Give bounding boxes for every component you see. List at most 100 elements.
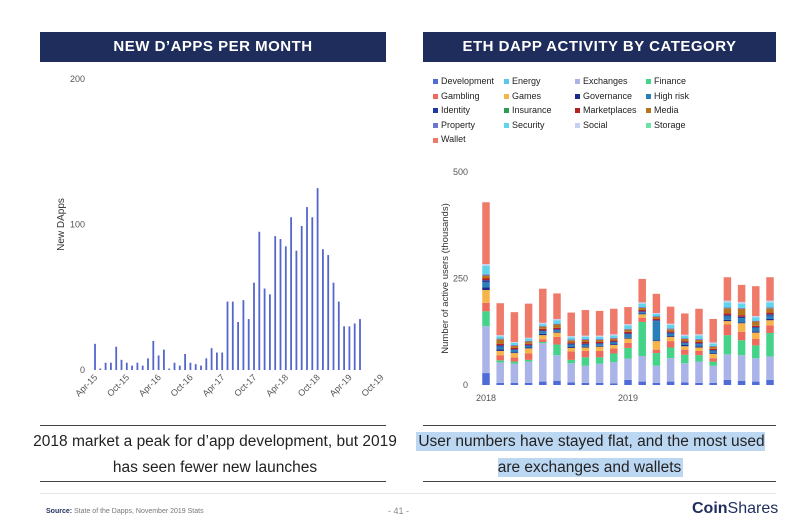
right-bar-segment xyxy=(524,303,533,338)
left-bar xyxy=(216,352,218,370)
right-bar-segment xyxy=(752,331,760,333)
right-bar-segment xyxy=(681,313,689,335)
left-bar xyxy=(247,319,250,370)
right-bar-segment xyxy=(766,356,774,380)
right-bar-segment xyxy=(709,382,717,385)
right-bar-segment xyxy=(610,334,618,336)
right-bar-segment xyxy=(553,331,561,333)
right-bar-segment xyxy=(496,343,504,346)
right-bar-segment xyxy=(766,300,774,303)
right-bar-segment xyxy=(496,360,504,363)
right-bar-segment xyxy=(524,345,533,348)
left-bar xyxy=(332,282,335,370)
right-bar-segment xyxy=(581,357,590,366)
legend-item: Gambling xyxy=(433,89,504,104)
right-bar-segment xyxy=(567,340,575,343)
right-bar-segment xyxy=(510,312,519,342)
right-bar-segment xyxy=(524,338,533,341)
right-bar-segment xyxy=(638,303,646,308)
right-bar-segment xyxy=(610,308,618,335)
right-bar-segment xyxy=(595,338,604,340)
right-bar-segment xyxy=(524,343,533,345)
right-bar-segment xyxy=(638,302,646,304)
left-bar xyxy=(184,353,186,370)
divider-top-right xyxy=(423,425,776,426)
right-bar-segment xyxy=(723,335,732,355)
right-bar-segment xyxy=(553,327,561,330)
right-bar-segment xyxy=(709,342,717,344)
divider-bottom-left xyxy=(40,481,386,482)
page-number: - 41 - xyxy=(388,506,410,516)
left-bar xyxy=(274,236,277,370)
right-bar-segment xyxy=(709,348,717,351)
right-bar-segment xyxy=(567,336,575,338)
right-bar-segment xyxy=(510,361,519,364)
right-bar-segment xyxy=(709,350,717,351)
left-bar xyxy=(237,321,239,370)
right-bar-segment xyxy=(723,319,732,322)
right-bar-segment xyxy=(766,312,774,315)
legend-label: Gambling xyxy=(441,90,480,101)
right-bar-segment xyxy=(723,324,732,336)
right-bar-segment xyxy=(723,300,732,303)
left-bar xyxy=(205,358,208,370)
right-bar-segment xyxy=(624,324,632,326)
legend-swatch xyxy=(433,93,438,99)
right-bar-segment xyxy=(524,382,533,385)
legend-label: Identity xyxy=(441,105,471,116)
right-bar-segment xyxy=(553,330,561,332)
right-bar-segment xyxy=(766,308,774,313)
left-y-axis-label: New DApps xyxy=(56,198,67,251)
left-bar xyxy=(136,362,139,370)
right-bar-segment xyxy=(709,318,717,343)
right-bar-segment xyxy=(595,346,604,351)
right-bar-segment xyxy=(723,308,732,314)
right-bar-segment xyxy=(723,321,732,325)
right-bar-segment xyxy=(638,312,646,314)
right-bar-segment xyxy=(581,347,590,351)
legend-label: Storage xyxy=(654,119,686,130)
left-bar xyxy=(295,250,298,370)
right-bar-segment xyxy=(681,363,689,383)
left-bar xyxy=(253,282,255,370)
right-bar-segment xyxy=(482,326,490,374)
legend-item: Energy xyxy=(504,74,575,89)
left-bar xyxy=(210,348,213,370)
right-bar-segment xyxy=(496,303,504,336)
right-bar-segment xyxy=(737,303,746,308)
brand-logo: CoinShares xyxy=(692,500,778,518)
right-bar-segment xyxy=(539,333,547,336)
right-bar-segment xyxy=(624,379,632,385)
right-bar-segment xyxy=(652,365,661,383)
left-bar xyxy=(120,359,123,370)
left-chart-title: NEW D’APPS PER MONTH xyxy=(40,32,386,62)
right-bar-segment xyxy=(610,340,618,342)
legend-item: High risk xyxy=(646,89,717,104)
right-bar-segment xyxy=(581,350,590,358)
left-bar xyxy=(263,288,266,370)
legend-swatch xyxy=(504,79,509,85)
right-bar-segment xyxy=(595,344,604,346)
right-bar-segment xyxy=(752,286,760,316)
source-label: Source: xyxy=(46,508,73,515)
right-bar-segment xyxy=(567,342,575,344)
right-bar-segment xyxy=(695,350,703,356)
legend-item: Wallet xyxy=(433,132,504,147)
left-bar xyxy=(94,343,96,370)
right-caption-text: User numbers have stayed flat, and the m… xyxy=(416,432,765,477)
right-bar-segment xyxy=(752,321,760,326)
right-bar-segment xyxy=(666,331,675,333)
legend-item: Social xyxy=(575,118,646,133)
legend-label: Games xyxy=(512,90,542,101)
right-bar-segment xyxy=(539,330,547,332)
right-bar-segment xyxy=(482,373,490,385)
left-bar xyxy=(290,217,292,370)
right-bar-segment xyxy=(681,342,689,344)
legend-label: Energy xyxy=(512,76,541,86)
right-bar-segment xyxy=(737,307,746,309)
right-bar-segment xyxy=(709,346,717,349)
left-bar xyxy=(322,249,324,370)
chart-legend: Development Energy Exchanges Finance Gamblin… xyxy=(433,74,783,147)
right-bar-segment xyxy=(695,382,703,385)
